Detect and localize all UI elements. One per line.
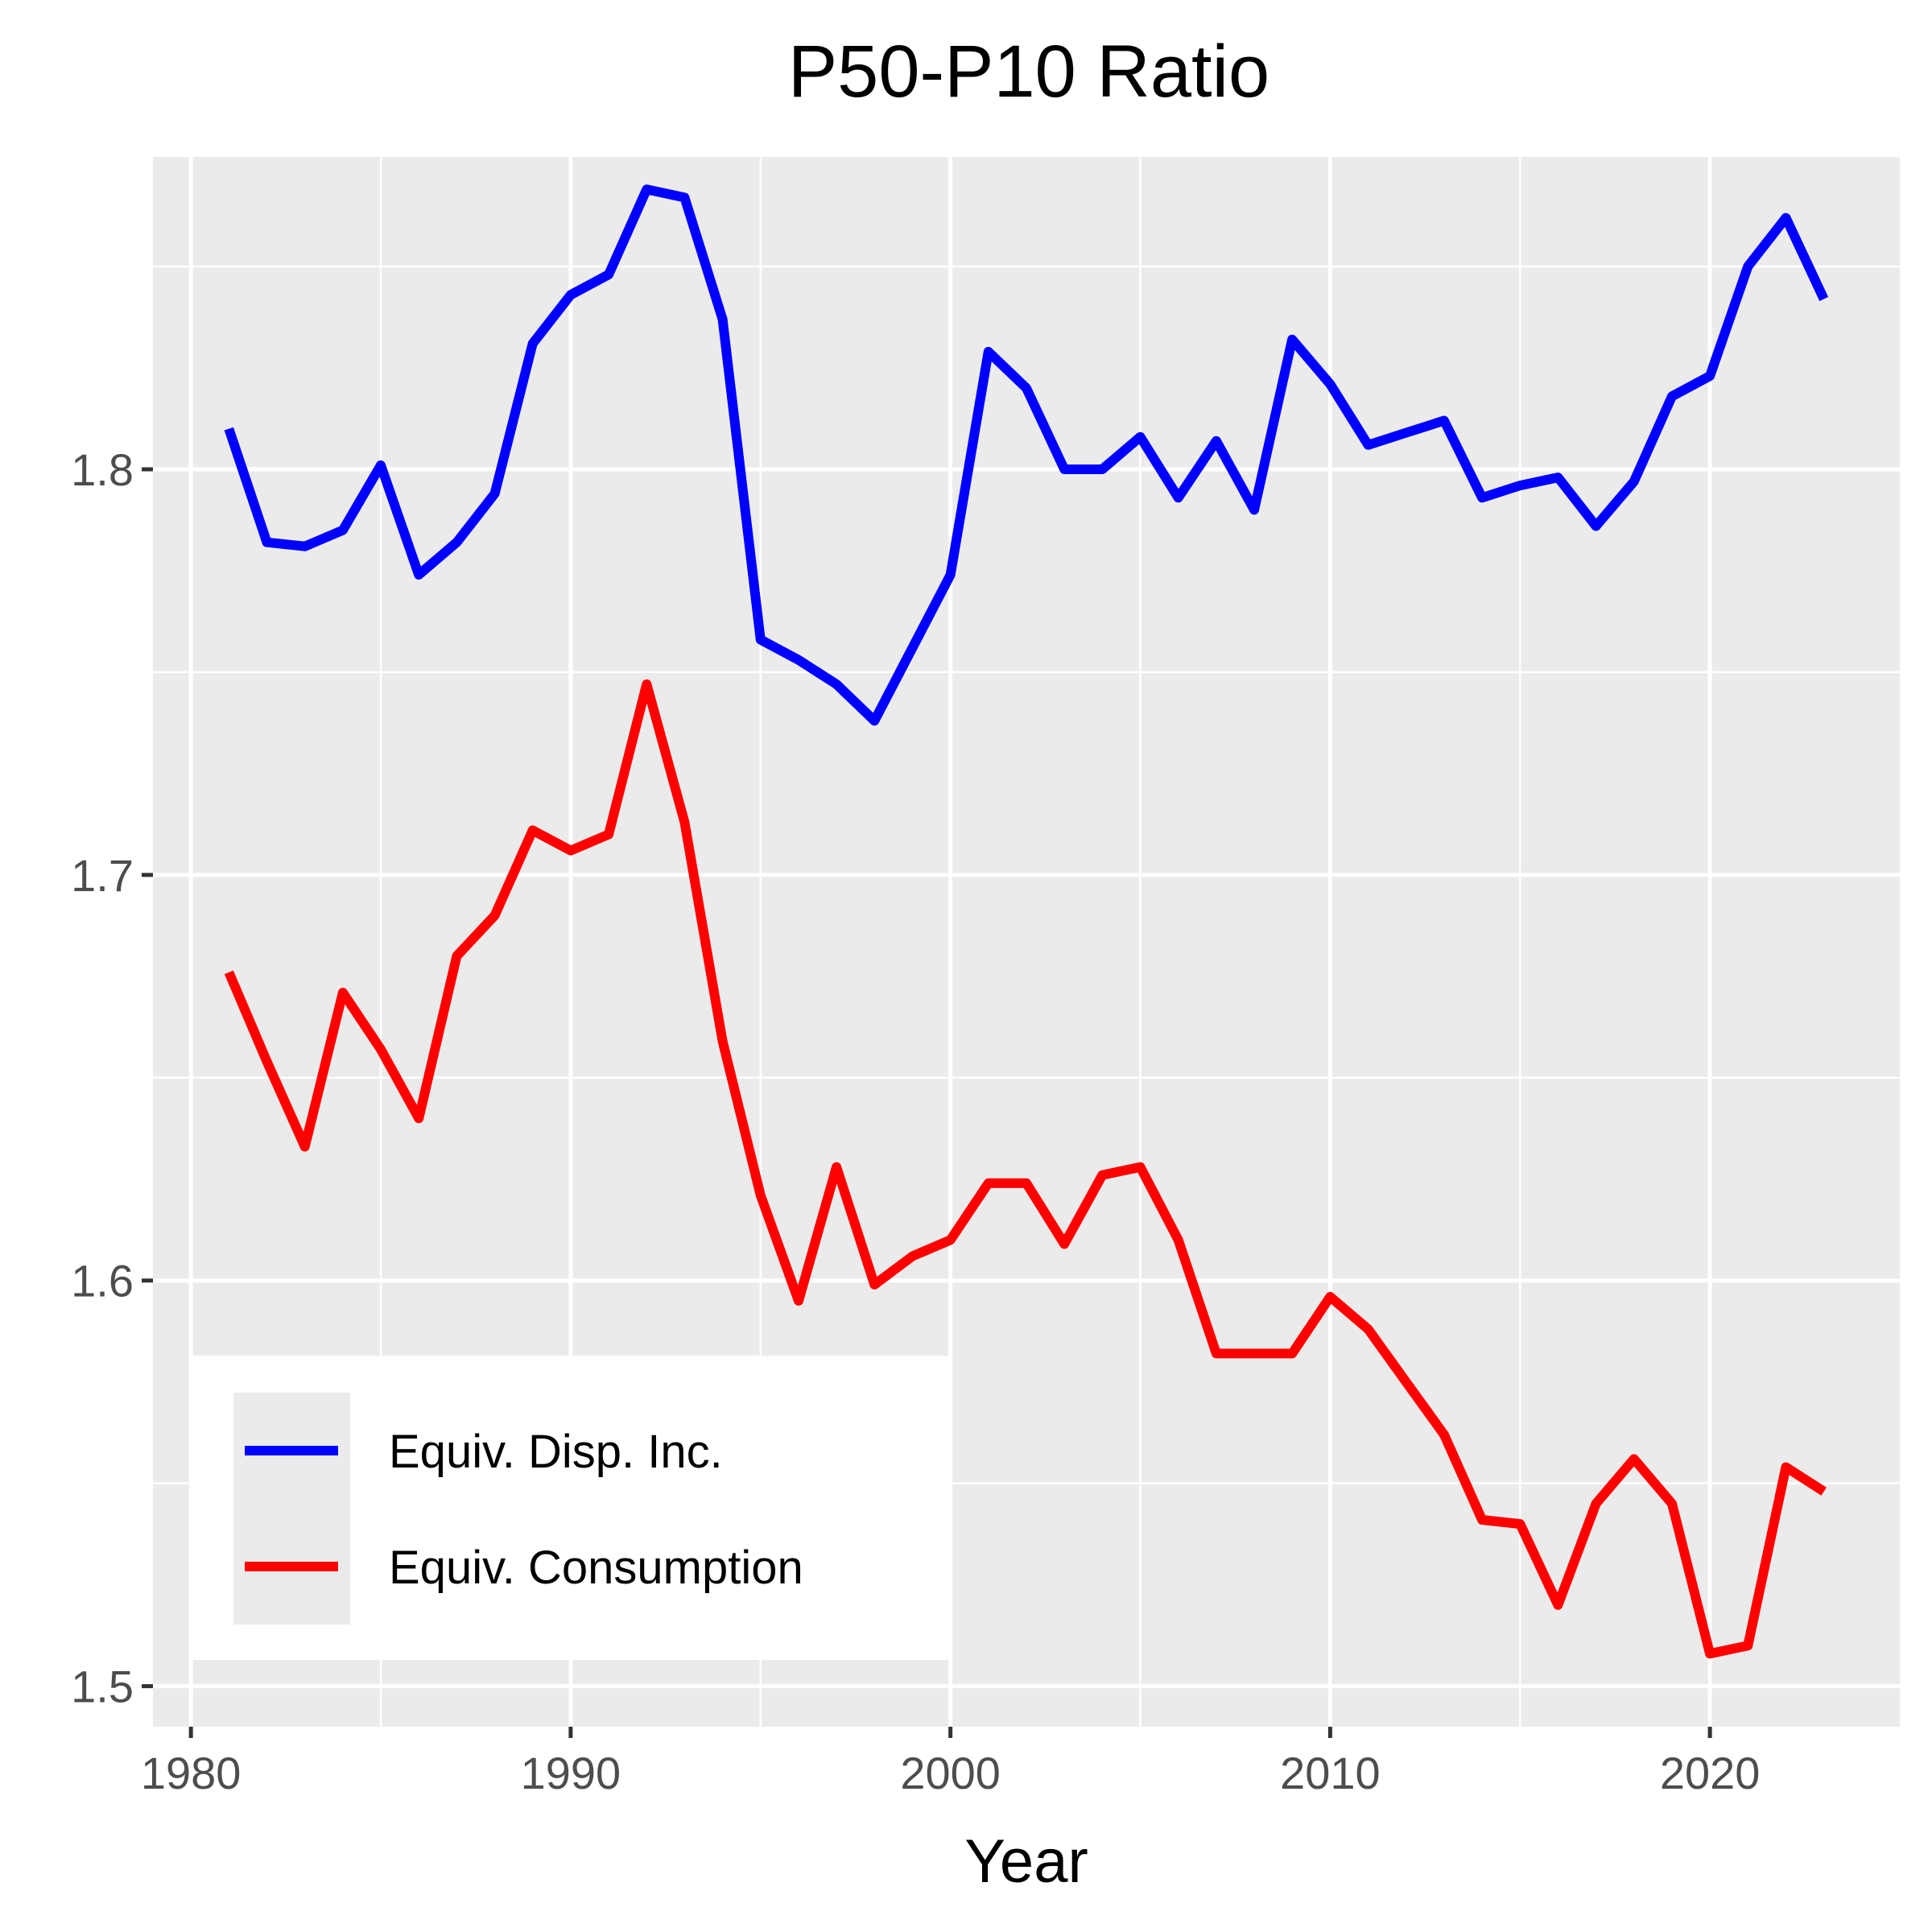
chart-title: P50-P10 Ratio [788, 31, 1269, 113]
y-tick-label: 1.8 [71, 444, 134, 495]
y-tick-label: 1.7 [71, 850, 134, 901]
x-tick-label: 1990 [521, 1748, 621, 1798]
legend-label-0: Equiv. Disp. Inc. [389, 1426, 723, 1478]
x-tick-label: 1980 [141, 1748, 242, 1798]
x-tick-label: 2020 [1660, 1748, 1761, 1798]
x-tick-label: 2000 [900, 1748, 1001, 1798]
y-tick-label: 1.5 [71, 1662, 134, 1712]
x-tick-label: 2010 [1280, 1748, 1381, 1798]
series-line-1 [224, 679, 1827, 1659]
axes: 1980 1990 2000 2010 2020 1.5 1.6 1.7 1.8 [71, 444, 1760, 1798]
series-line-0 [224, 184, 1829, 726]
y-tick-label: 1.6 [71, 1256, 134, 1307]
series-lines [224, 184, 1829, 1659]
legend-key-background [233, 1393, 350, 1624]
x-axis-title: Year [964, 1827, 1088, 1896]
legend: Equiv. Disp. Inc. Equiv. Consumption [191, 1356, 950, 1660]
legend-label-1: Equiv. Consumption [389, 1542, 803, 1594]
